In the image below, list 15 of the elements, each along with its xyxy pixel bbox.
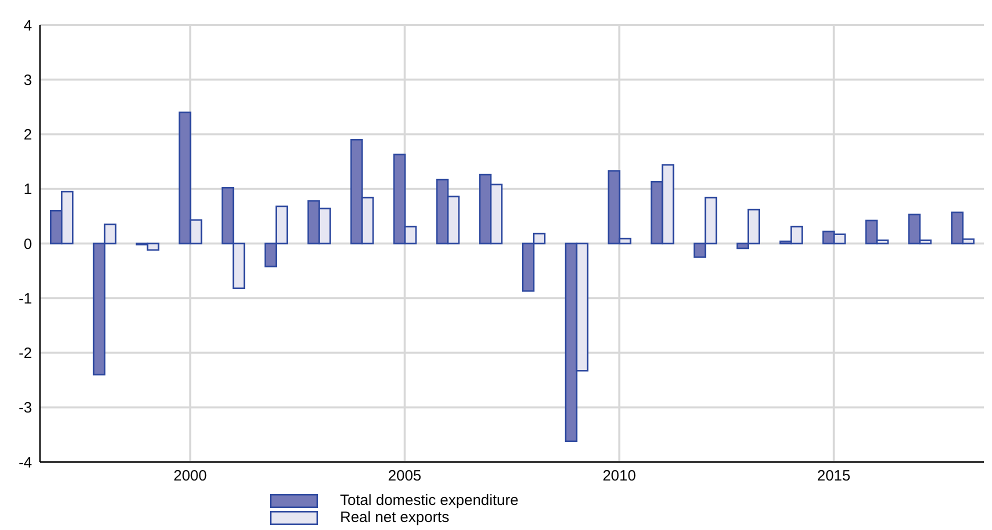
y-tick-label: -3 <box>18 400 32 417</box>
y-tick-label: -4 <box>18 454 32 472</box>
x-tick-label: 2005 <box>388 468 422 485</box>
y-tick-label: 3 <box>24 72 32 89</box>
y-tick-label: 2 <box>24 126 32 144</box>
y-tick-label: 0 <box>24 236 32 253</box>
y-tick-label: -1 <box>18 290 32 308</box>
x-tick-label: 2000 <box>173 468 207 485</box>
x-tick-label: 2010 <box>602 468 636 485</box>
x-tick-label: 2015 <box>817 468 851 485</box>
y-tick-label: 1 <box>24 181 32 198</box>
legend-label: Total domestic expenditure <box>340 492 518 509</box>
y-tick-label: 4 <box>24 17 32 34</box>
legend-label: Real net exports <box>340 509 450 526</box>
y-tick-label: -2 <box>18 345 32 362</box>
